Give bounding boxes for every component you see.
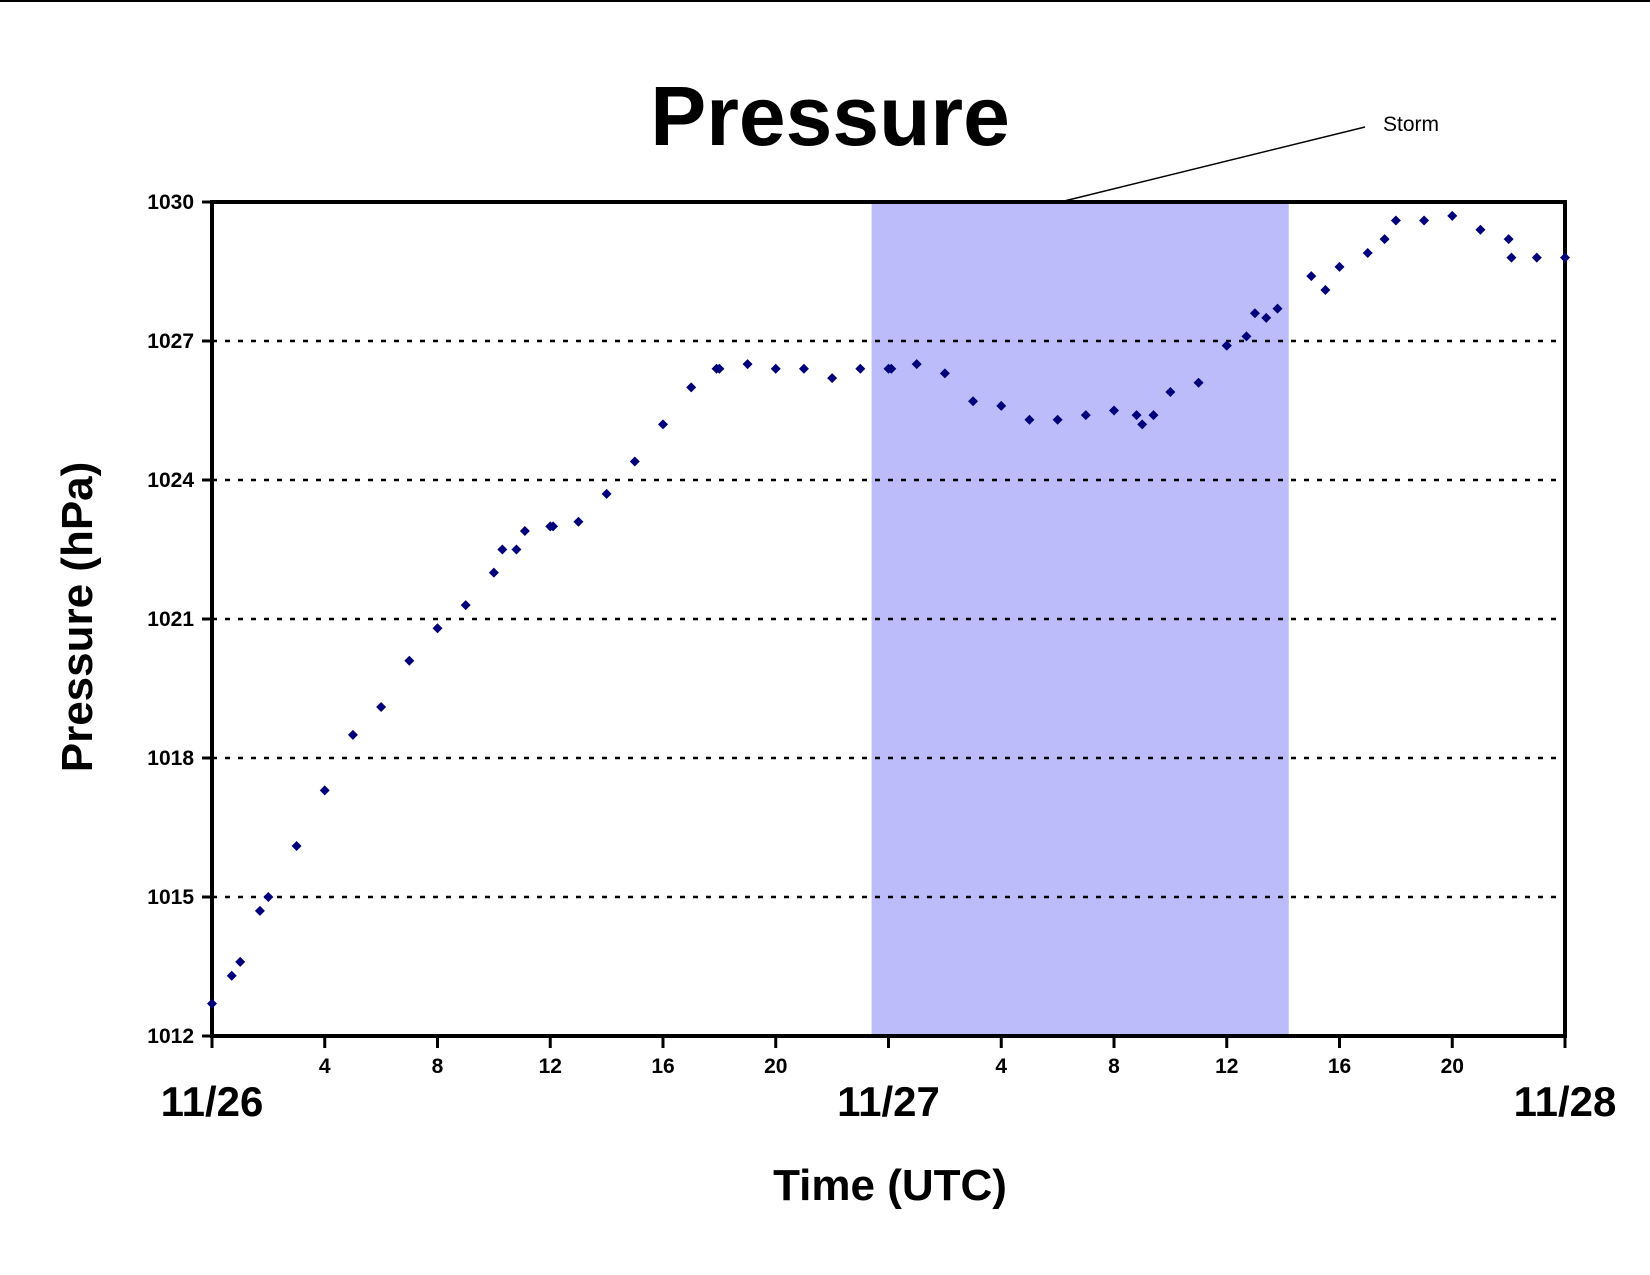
y-tick-label: 1024 — [147, 469, 194, 492]
data-point — [714, 363, 725, 374]
date-label: 11/27 — [837, 1078, 940, 1125]
data-point — [629, 456, 640, 467]
storm-annotation-label: Storm — [1383, 113, 1439, 136]
data-point — [1080, 410, 1091, 421]
data-point — [488, 567, 499, 578]
data-point — [511, 544, 522, 555]
x-tick-label: 8 — [1108, 1055, 1120, 1078]
data-point — [1148, 410, 1159, 421]
x-tick-label: 20 — [764, 1055, 787, 1078]
x-tick-label: 16 — [1328, 1055, 1351, 1078]
data-point — [1503, 234, 1514, 245]
data-point — [519, 525, 530, 536]
data-point — [827, 373, 838, 384]
x-tick-label: 16 — [651, 1055, 674, 1078]
y-tick-labels: 1012 1015 1018 1021 1024 1027 1030 — [147, 191, 194, 1048]
data-point — [1306, 271, 1317, 282]
data-point — [319, 785, 330, 796]
data-point — [1052, 414, 1063, 425]
data-point — [1506, 252, 1517, 263]
data-point — [658, 419, 668, 430]
x-tick-label: 4 — [319, 1055, 331, 1078]
data-point — [601, 488, 612, 499]
top-border-line — [0, 0, 1650, 2]
x-tick-label: 8 — [432, 1055, 444, 1078]
storm-annotation-leader — [1059, 126, 1366, 203]
x-tick-label: 20 — [1441, 1055, 1464, 1078]
x-tick-labels: 4 8 12 16 20 4 8 12 16 20 — [319, 1055, 1464, 1078]
data-point — [1334, 261, 1345, 272]
data-point — [1261, 312, 1272, 323]
y-axis-title: Pressure (hPa) — [53, 462, 102, 773]
data-point — [235, 956, 246, 967]
data-point — [291, 841, 302, 852]
data-point — [1131, 410, 1142, 421]
data-point — [939, 368, 950, 379]
data-point — [1320, 285, 1331, 296]
data-point — [1193, 377, 1204, 388]
data-point — [798, 363, 809, 374]
data-point — [207, 998, 217, 1009]
data-point — [770, 363, 781, 374]
data-point — [1137, 419, 1148, 430]
data-points — [207, 210, 1570, 1009]
data-point — [742, 359, 753, 370]
data-point — [968, 396, 979, 407]
data-point — [886, 363, 897, 374]
data-point — [226, 970, 237, 981]
y-tick-label: 1012 — [147, 1025, 194, 1048]
data-point — [1419, 215, 1430, 226]
chart-title: Pressure — [650, 69, 1010, 163]
data-point — [573, 516, 584, 527]
y-tick-label: 1015 — [147, 886, 194, 909]
x-axis-title: Time (UTC) — [773, 1161, 1007, 1210]
data-point — [376, 702, 387, 713]
y-tick-label: 1027 — [147, 330, 194, 353]
data-point — [1379, 234, 1390, 245]
data-point — [1272, 303, 1283, 314]
date-label: 11/26 — [161, 1078, 264, 1125]
data-point — [1475, 224, 1486, 235]
data-point — [1241, 331, 1252, 342]
data-point — [347, 729, 358, 740]
data-point — [404, 655, 415, 666]
data-point — [1249, 308, 1260, 319]
data-point — [855, 363, 866, 374]
data-point — [1560, 252, 1570, 263]
data-point — [254, 905, 265, 916]
gridlines-layer — [212, 339, 1565, 899]
data-point — [1447, 210, 1458, 221]
x-tick-label: 12 — [1215, 1055, 1238, 1078]
data-point — [1221, 340, 1232, 351]
data-point — [1024, 414, 1035, 425]
date-labels: 11/26 11/27 11/28 — [161, 1078, 1617, 1125]
data-point — [1390, 215, 1401, 226]
y-tick-label: 1018 — [147, 747, 194, 770]
data-point — [548, 521, 559, 532]
x-tick-label: 4 — [995, 1055, 1007, 1078]
date-label: 11/28 — [1514, 1078, 1617, 1125]
axes-layer — [202, 200, 1567, 1048]
data-point — [497, 544, 508, 555]
data-point — [263, 892, 274, 902]
x-tick-label: 12 — [539, 1055, 562, 1078]
data-point — [1109, 405, 1119, 416]
data-point — [460, 600, 471, 611]
data-point — [911, 359, 922, 370]
data-point — [996, 400, 1007, 411]
data-point — [686, 382, 697, 393]
data-point — [1362, 247, 1373, 258]
y-tick-label: 1021 — [147, 608, 194, 631]
data-point — [1531, 252, 1542, 263]
data-point — [1165, 386, 1176, 397]
data-point — [432, 623, 443, 634]
y-tick-label: 1030 — [147, 191, 194, 214]
